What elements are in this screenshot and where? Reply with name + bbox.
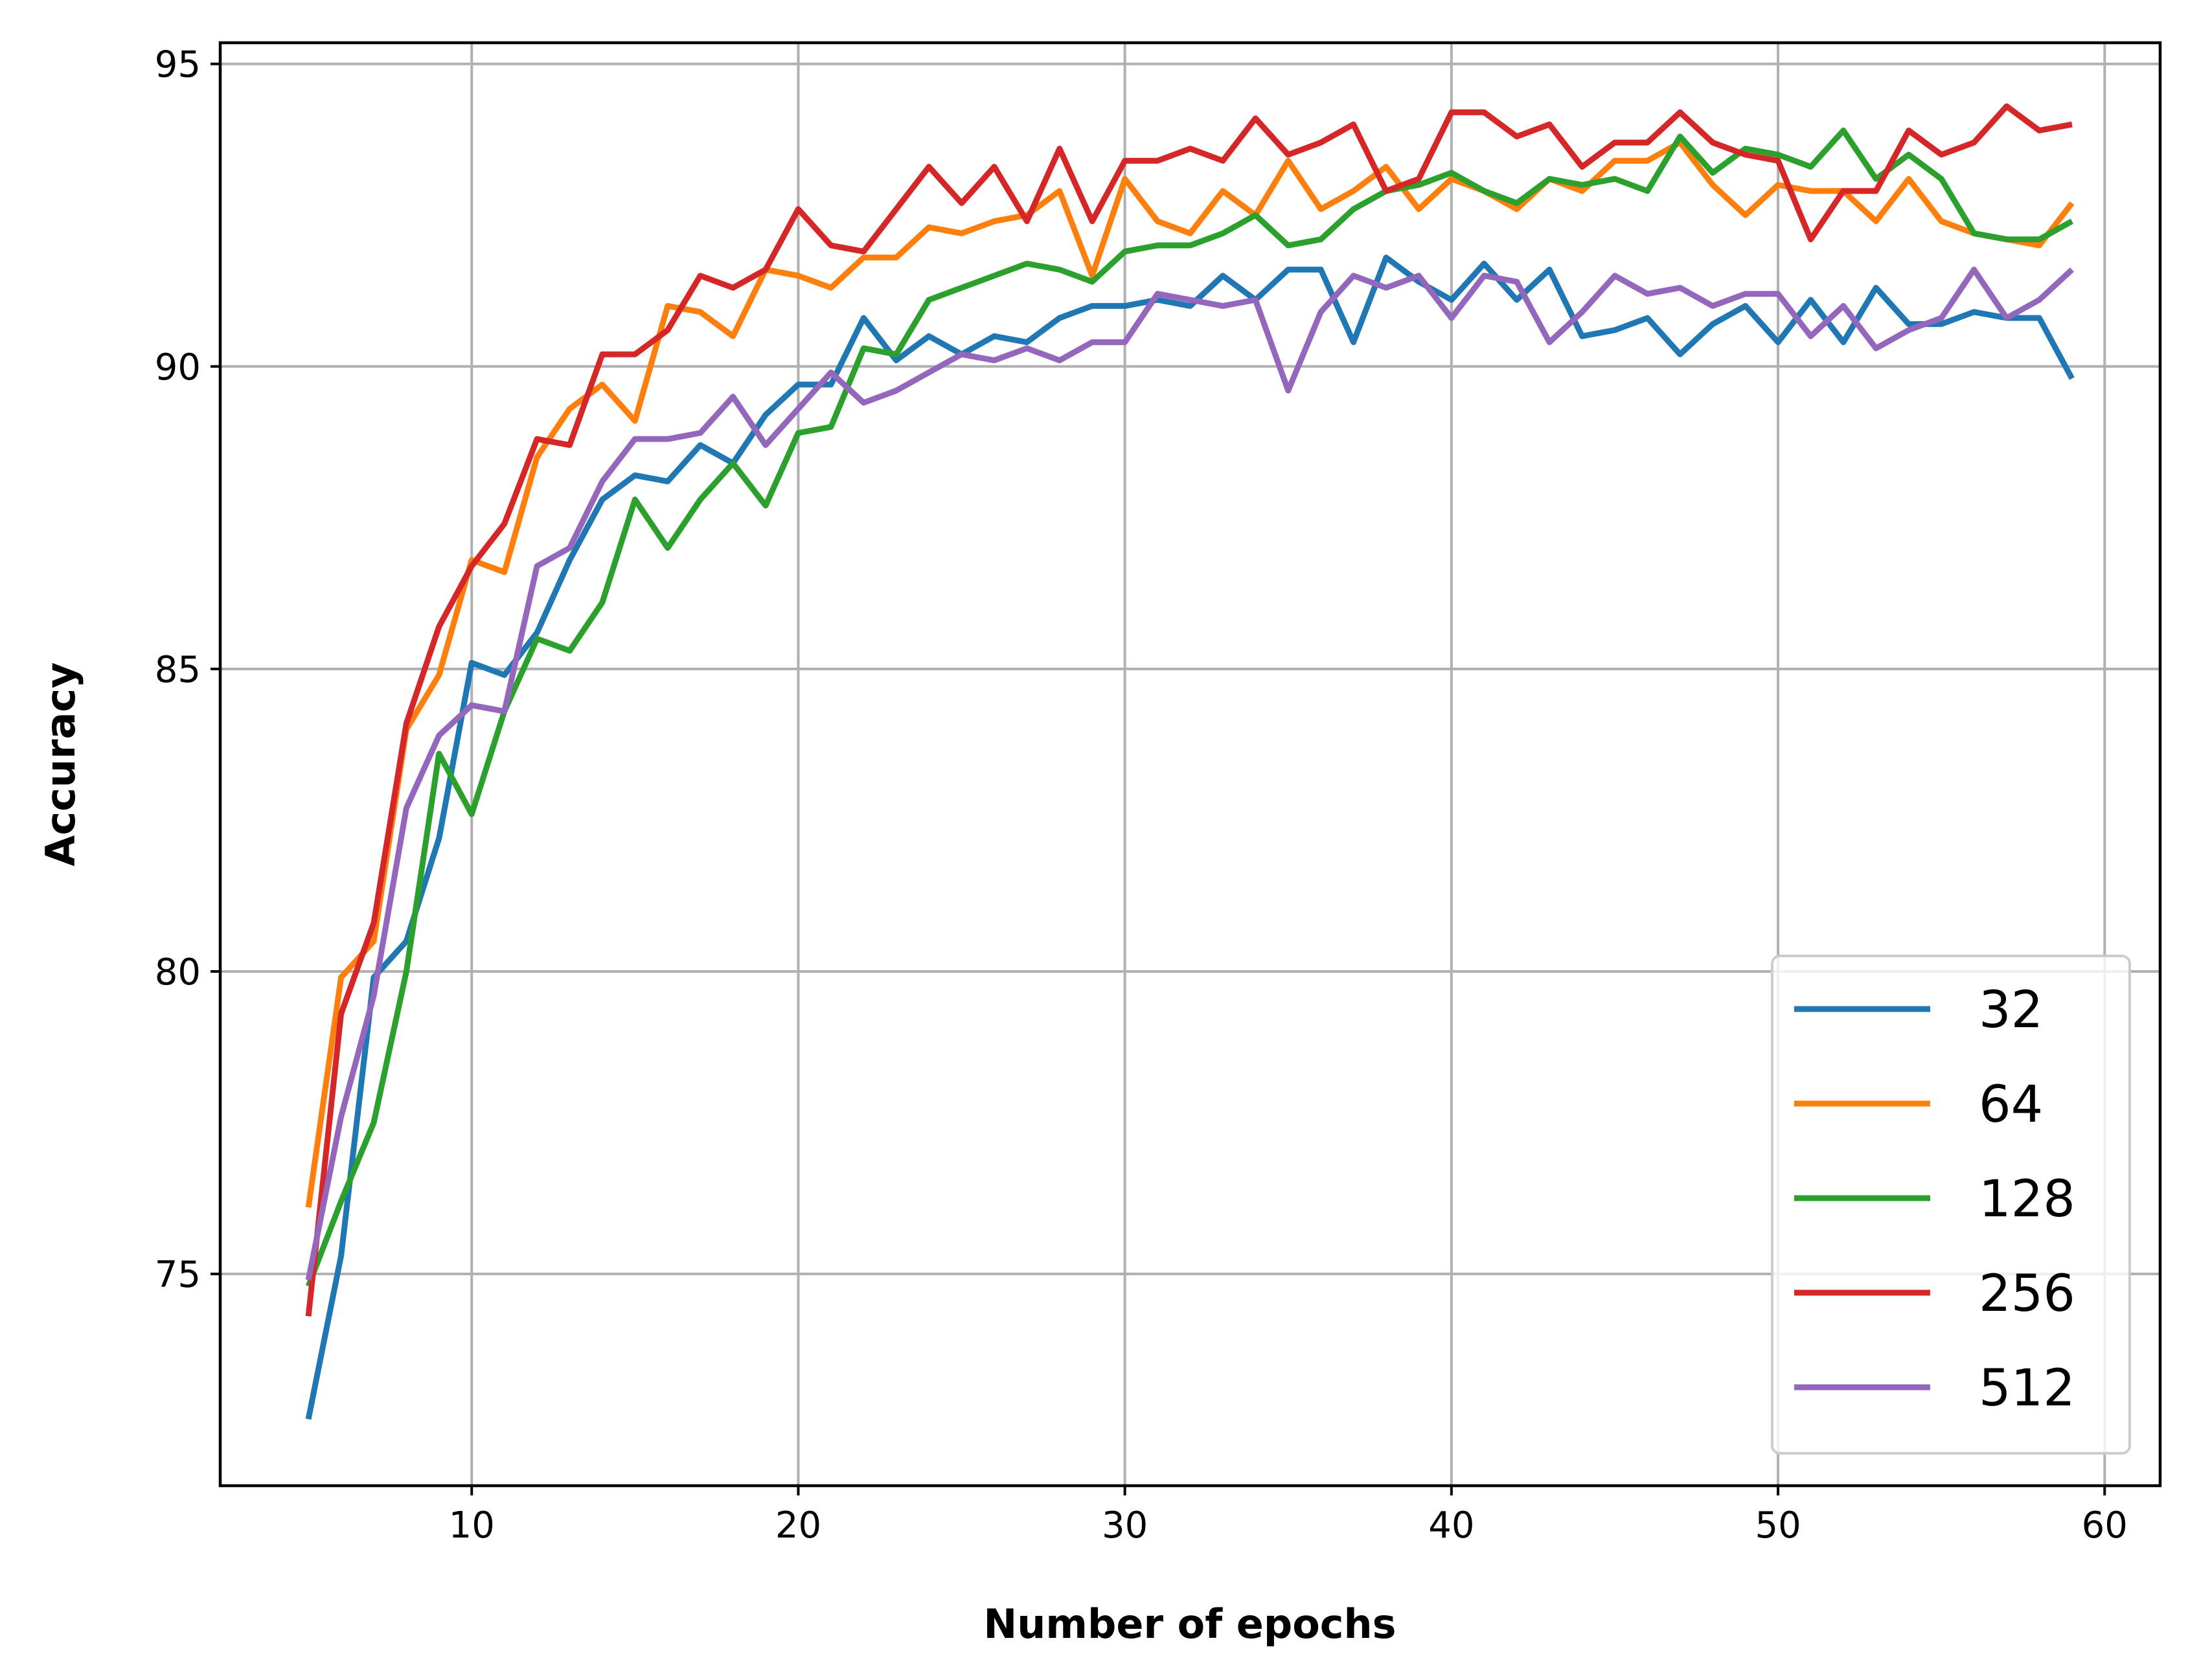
y-axis-label: Accuracy: [37, 662, 84, 866]
legend-label-256: 256: [1979, 1265, 2075, 1323]
legend-label-512: 512: [1979, 1359, 2075, 1418]
series-line-256: [305, 103, 2073, 1317]
x-tick-label: 40: [1428, 1504, 1474, 1547]
legend-label-128: 128: [1979, 1170, 2075, 1229]
x-tick-label: 30: [1102, 1504, 1148, 1547]
legend-box: [1771, 955, 2131, 1455]
y-tick-label: 80: [155, 951, 201, 993]
x-tick-label: 50: [1755, 1504, 1801, 1547]
series-line-64: [305, 139, 2075, 1208]
series-group: [305, 103, 2075, 1420]
legend: 32 64 128 256 512: [1771, 955, 2131, 1455]
series-line-128: [305, 128, 2074, 1288]
x-tick-label: 60: [2082, 1504, 2128, 1547]
x-tick-label: 20: [775, 1504, 821, 1547]
y-tick-label: 95: [155, 44, 201, 86]
y-tick-label: 75: [155, 1254, 201, 1296]
x-axis-label: Number of epochs: [983, 1600, 1396, 1648]
series-line-512: [305, 266, 2074, 1281]
y-tick-label: 85: [155, 649, 201, 691]
legend-label-64: 64: [1979, 1076, 2043, 1134]
legend-label-32: 32: [1979, 981, 2043, 1039]
y-tick-label: 90: [155, 346, 201, 389]
axis-ticks: 10 20 30 40 50 60 75 80 85 90 95: [155, 44, 2128, 1547]
plot-frame: [218, 41, 2162, 1488]
x-tick-label: 10: [449, 1504, 495, 1547]
series-line-32: [305, 255, 2075, 1420]
